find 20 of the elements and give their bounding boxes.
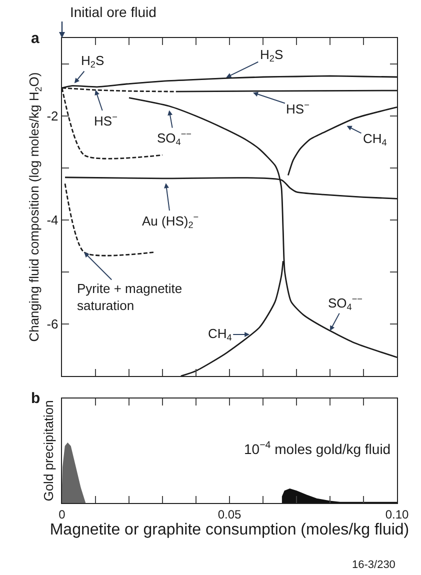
annotation: H$_{2}$S <box>260 47 284 64</box>
x-tick-label: 0.10 <box>385 508 409 522</box>
x-tick-label: 0.05 <box>218 508 242 522</box>
annotation: 10$^{−4}$ moles gold/kg fluid <box>244 440 391 457</box>
text: a <box>31 30 40 47</box>
x-axis-title: Magnetite or graphite consumption (moles/kg fluid) <box>50 522 410 539</box>
x-tick-label: 0 <box>58 508 66 522</box>
text: b <box>31 390 40 407</box>
annotation: Pyrite + magnetite saturation <box>77 281 182 313</box>
annotation: CH$_{4}$ <box>363 131 387 148</box>
annotation: HS$^{−}$ <box>94 112 118 128</box>
y-tick-label: -6 <box>46 316 58 332</box>
text: Initial ore fluid <box>70 4 156 20</box>
y-axis-title: Gold precipitation <box>40 400 56 502</box>
text: 16-3/230 <box>352 559 396 571</box>
y-tick-label: -4 <box>46 212 58 228</box>
y-tick-label: -2 <box>46 108 58 124</box>
annotation: H$_{2}$S <box>81 53 104 70</box>
annotation: CH$_{4}$ <box>208 326 232 343</box>
annotation: HS$^{−}$ <box>286 100 310 116</box>
